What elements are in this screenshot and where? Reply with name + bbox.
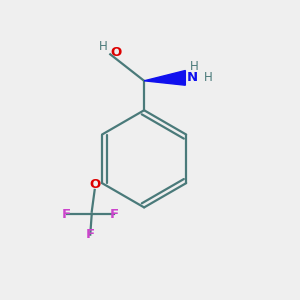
Text: H: H xyxy=(204,71,212,84)
Text: O: O xyxy=(89,178,100,191)
Text: F: F xyxy=(62,208,71,220)
Polygon shape xyxy=(144,70,185,85)
Text: H: H xyxy=(98,40,107,53)
Text: N: N xyxy=(187,71,198,84)
Text: F: F xyxy=(109,208,119,220)
Text: O: O xyxy=(110,46,121,59)
Text: H: H xyxy=(190,60,199,73)
Text: F: F xyxy=(86,228,95,241)
